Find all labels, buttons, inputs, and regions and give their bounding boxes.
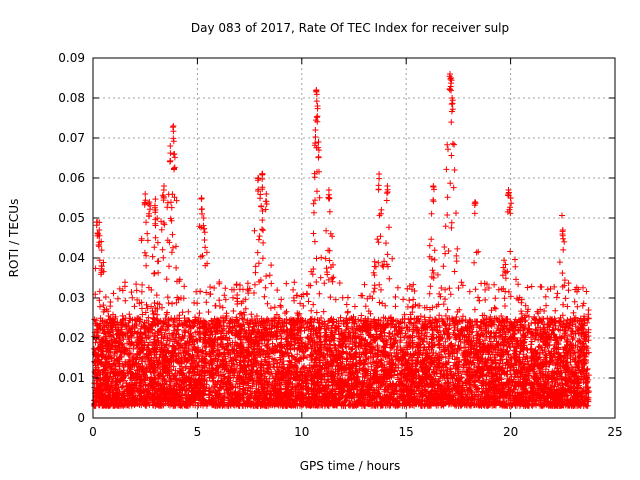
y-tick-label: 0.03 [58, 291, 85, 305]
y-tick-label: 0.05 [58, 211, 85, 225]
y-tick-label: 0 [77, 411, 85, 425]
plot-frame [92, 57, 616, 419]
y-tick-label: 0.09 [58, 51, 85, 65]
data-points [91, 71, 592, 409]
axis-tick-labels: 0 0.01 0.02 0.03 0.04 0.05 0.06 0.07 0.08 0.09 0 5 1… [58, 51, 622, 439]
y-tick-label: 0.06 [58, 171, 85, 185]
x-tick-label: 25 [607, 425, 622, 439]
chart-title: Day 083 of 2017, Rate Of TEC Index for r… [191, 21, 509, 35]
y-tick-label: 0.07 [58, 131, 85, 145]
y-tick-label: 0.04 [58, 251, 85, 265]
x-tick-label: 5 [194, 425, 202, 439]
y-tick-label: 0.02 [58, 331, 85, 345]
x-tick-label: 0 [89, 425, 97, 439]
x-axis-label: GPS time / hours [300, 459, 401, 473]
y-axis-label: ROTI / TECUs [7, 199, 21, 278]
roti-markers [91, 71, 592, 409]
x-tick-label: 10 [294, 425, 309, 439]
x-tick-label: 15 [399, 425, 414, 439]
y-tick-label: 0.08 [58, 91, 85, 105]
axis-ticks [92, 57, 616, 419]
x-tick-label: 20 [503, 425, 518, 439]
y-tick-label: 0.01 [58, 371, 85, 385]
